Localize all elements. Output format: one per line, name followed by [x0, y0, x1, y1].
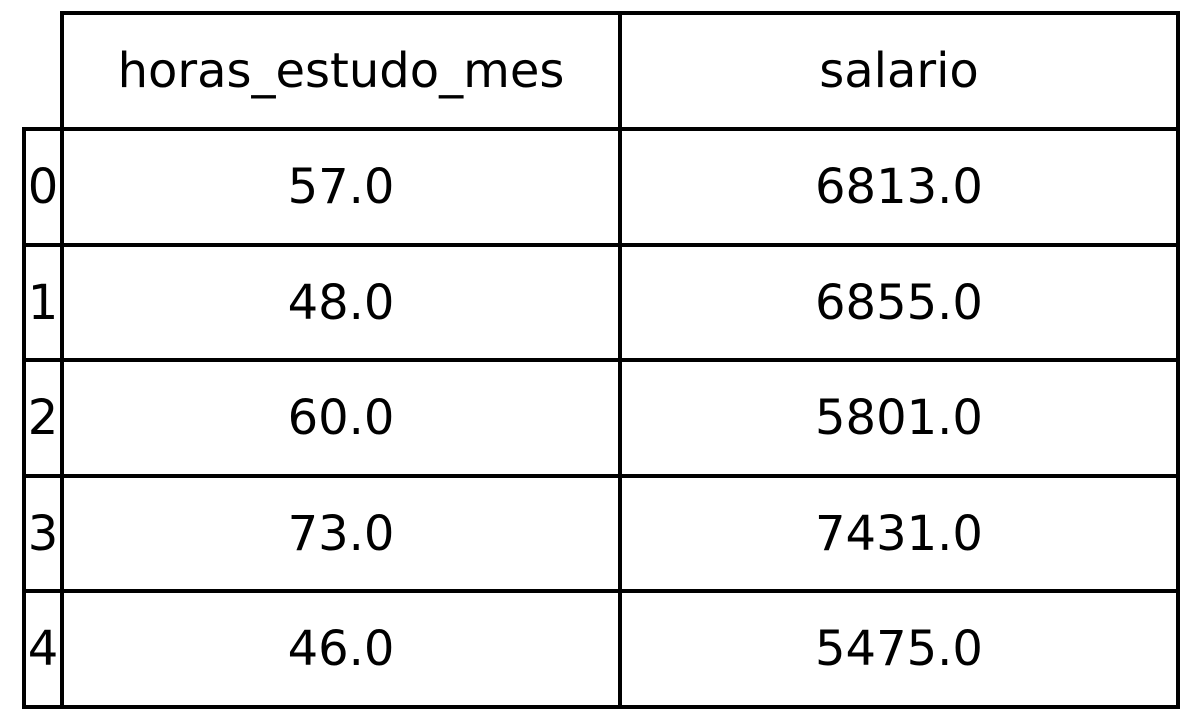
table-border-left — [60, 11, 64, 709]
row-divider — [22, 589, 1180, 593]
row-index-label: 4 — [27, 621, 59, 677]
index-border-left — [22, 127, 26, 709]
table-cell-horas-estudo-mes: 57.0 — [287, 159, 395, 215]
column-divider — [618, 11, 622, 709]
row-divider — [22, 474, 1180, 478]
table-cell-salario: 7431.0 — [815, 505, 983, 562]
table-cell-salario: 6855.0 — [815, 274, 983, 331]
table-border-right — [1176, 11, 1180, 709]
table-cell-salario: 5475.0 — [815, 621, 983, 677]
table-cell-salario: 5801.0 — [815, 390, 983, 446]
row-divider — [22, 243, 1180, 247]
table-cell-horas-estudo-mes: 46.0 — [287, 621, 395, 677]
table-border-bottom — [22, 705, 1180, 709]
table-cell-horas-estudo-mes: 73.0 — [287, 505, 395, 562]
row-index-label: 0 — [27, 159, 59, 215]
row-index-label: 3 — [27, 505, 59, 562]
column-header-salario: salario — [819, 43, 979, 99]
row-divider — [22, 358, 1180, 362]
table-cell-salario: 6813.0 — [815, 159, 983, 215]
column-header-horas-estudo-mes: horas_estudo_mes — [117, 43, 565, 99]
row-index-label: 2 — [27, 390, 59, 446]
table-cell-horas-estudo-mes: 60.0 — [287, 390, 395, 446]
table-cell-horas-estudo-mes: 48.0 — [287, 274, 395, 331]
header-divider — [22, 127, 1180, 131]
row-index-label: 1 — [27, 274, 59, 331]
